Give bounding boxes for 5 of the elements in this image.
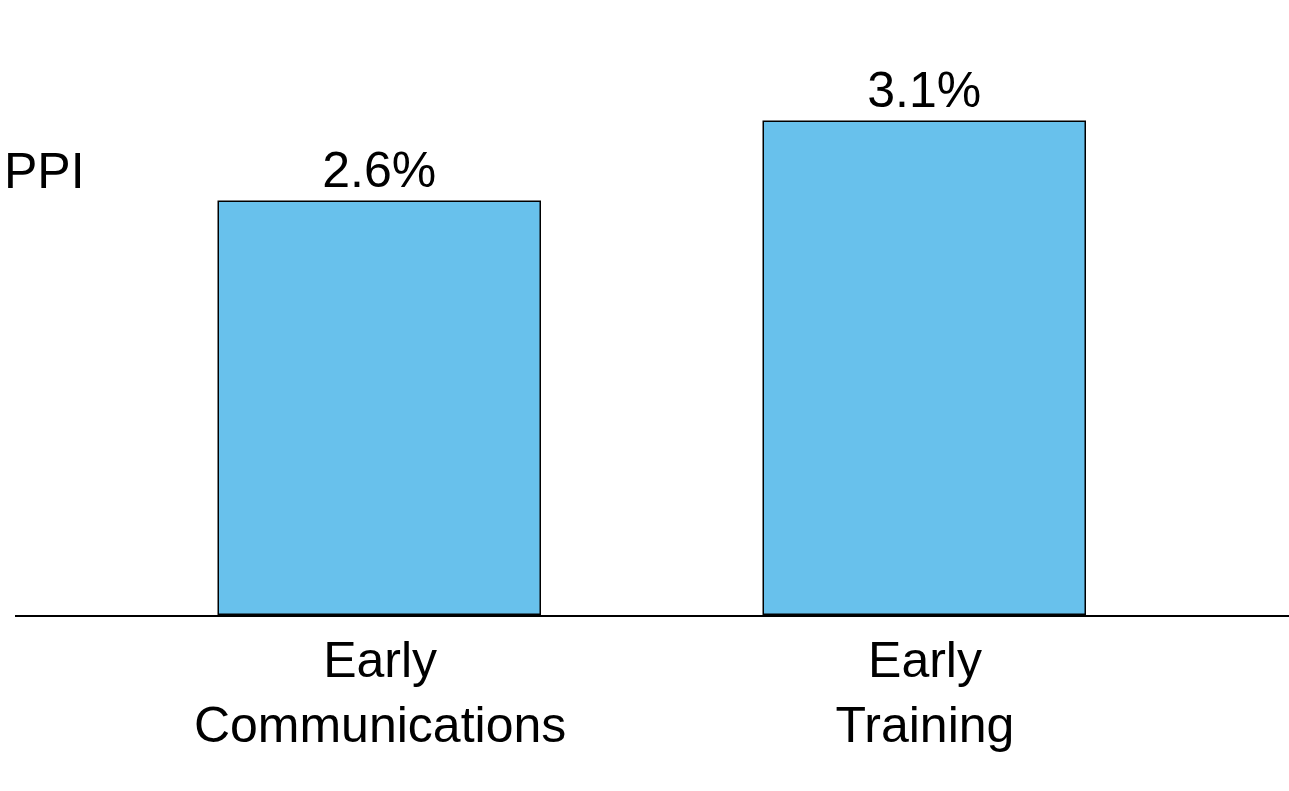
y-axis-title: PPI: [4, 143, 85, 199]
data-label: 2.6%: [322, 142, 437, 199]
data-label: 3.1%: [867, 62, 982, 119]
x-tick-label: Early Training: [835, 631, 1015, 753]
x-tick-label: Early Communications: [193, 631, 567, 753]
